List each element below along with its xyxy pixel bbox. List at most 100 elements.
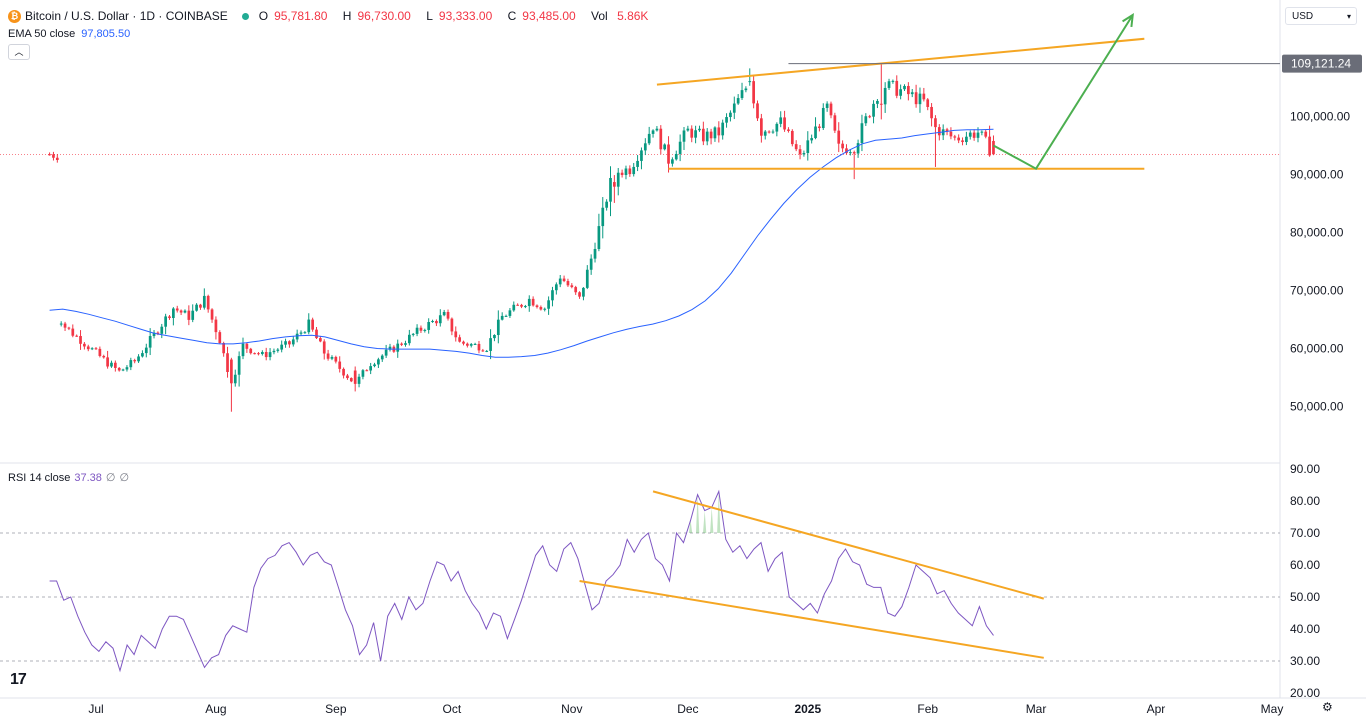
time-tick-label: Jul — [88, 702, 103, 716]
candle — [168, 314, 171, 320]
annotations[interactable] — [656, 13, 1280, 171]
candle — [214, 316, 218, 340]
candle — [218, 330, 222, 344]
candle — [431, 319, 434, 323]
open-value: 95,781.80 — [274, 9, 328, 23]
candle — [852, 150, 856, 180]
candle — [489, 329, 492, 360]
candle — [291, 336, 295, 347]
candle-body — [233, 374, 237, 384]
candle-body — [454, 331, 458, 338]
candle-body — [725, 117, 728, 123]
candle-body — [578, 292, 581, 297]
rsi-legend[interactable]: RSI 14 close 37.38 ∅ ∅ — [8, 471, 129, 484]
candle-body — [957, 137, 961, 141]
tradingview-logo[interactable]: 17 — [10, 671, 27, 688]
candle — [953, 134, 957, 141]
candle-body — [818, 126, 821, 129]
close-value: 93,485.00 — [522, 9, 576, 23]
candle-body — [883, 87, 887, 105]
candle — [601, 197, 605, 239]
candle-body — [910, 92, 914, 95]
candle — [961, 137, 964, 146]
candle — [458, 334, 461, 343]
candle — [481, 348, 485, 352]
candle-body — [295, 333, 299, 340]
candle — [752, 74, 755, 109]
ema-legend[interactable]: EMA 50 close 97,805.50 — [8, 28, 130, 40]
currency-select[interactable]: USD ▾ — [1285, 7, 1357, 25]
time-tick-label: 2025 — [794, 702, 821, 716]
candle-body — [129, 360, 133, 368]
high-label: H — [342, 9, 352, 23]
candle-body — [319, 338, 322, 342]
candle — [972, 129, 976, 141]
symbol-header[interactable]: ₿ Bitcoin / U.S. Dollar · 1D · COINBASE … — [8, 9, 660, 23]
ema50-line — [49, 128, 994, 358]
candle — [624, 165, 628, 180]
candle — [794, 140, 798, 152]
candle-body — [469, 344, 473, 346]
candle-body — [63, 323, 67, 328]
candle-body — [117, 367, 121, 371]
price-tick-label: 90,000.00 — [1290, 168, 1344, 182]
rsi-extra-1: ∅ — [105, 472, 116, 484]
candle-body — [655, 128, 659, 131]
candle — [113, 360, 117, 372]
settings-gear-icon[interactable]: ⚙ — [1322, 700, 1333, 714]
candle-body — [736, 98, 740, 104]
collapse-legend-button[interactable]: ︿ — [8, 44, 30, 60]
candle — [427, 318, 431, 334]
candle — [233, 369, 237, 387]
price-tick-label: 50,000.00 — [1290, 400, 1344, 414]
time-tick-label: Sep — [325, 702, 347, 716]
candle-body — [322, 341, 326, 354]
candle-body — [968, 132, 972, 137]
time-tick-label: Nov — [561, 702, 582, 716]
candle-body — [98, 348, 102, 356]
candle-body — [798, 149, 802, 155]
candle-body — [643, 143, 647, 151]
candle — [272, 348, 276, 355]
rsi-label: RSI 14 close — [8, 472, 71, 484]
open-label: O — [258, 9, 269, 23]
rsi-tick-label: 30.00 — [1290, 654, 1320, 668]
candle-body — [934, 118, 937, 128]
candle-body — [899, 89, 902, 96]
candle-body — [94, 348, 98, 350]
candle — [442, 309, 446, 317]
candle — [806, 131, 810, 161]
candle-body — [918, 93, 922, 105]
time-axis[interactable]: Jul Aug Sep Oct Nov Dec 2025 Feb Mar Apr May — [88, 702, 1283, 716]
candle-body — [172, 308, 175, 319]
candle — [319, 335, 322, 343]
candle — [605, 199, 608, 211]
candle-body — [407, 334, 411, 344]
candle-body — [907, 85, 910, 95]
candle — [330, 355, 334, 361]
candle-body — [527, 298, 531, 307]
currency-value: USD — [1292, 11, 1314, 22]
price-axis[interactable]: 100,000.00 90,000.00 80,000.00 70,000.00 60,… — [1282, 54, 1362, 414]
candle-body — [315, 329, 318, 339]
symbol-title[interactable]: Bitcoin / U.S. Dollar · 1D · COINBASE — [25, 9, 228, 23]
candle-body — [249, 348, 253, 354]
candle-body — [852, 152, 856, 154]
candle-body — [837, 130, 841, 144]
candle-body — [848, 152, 852, 154]
candle — [760, 113, 763, 143]
candle-body — [605, 201, 608, 208]
candle — [667, 136, 670, 173]
candle-body — [137, 356, 140, 362]
bitcoin-icon: ₿ — [8, 9, 21, 23]
candle-body — [744, 88, 748, 91]
candle — [79, 330, 82, 350]
candle-body — [462, 341, 465, 344]
candle — [334, 355, 338, 364]
candle-body — [330, 356, 334, 359]
time-tick-label: Feb — [917, 702, 938, 716]
candle-body — [191, 310, 195, 320]
candle-body — [775, 123, 779, 132]
candle — [106, 350, 109, 369]
